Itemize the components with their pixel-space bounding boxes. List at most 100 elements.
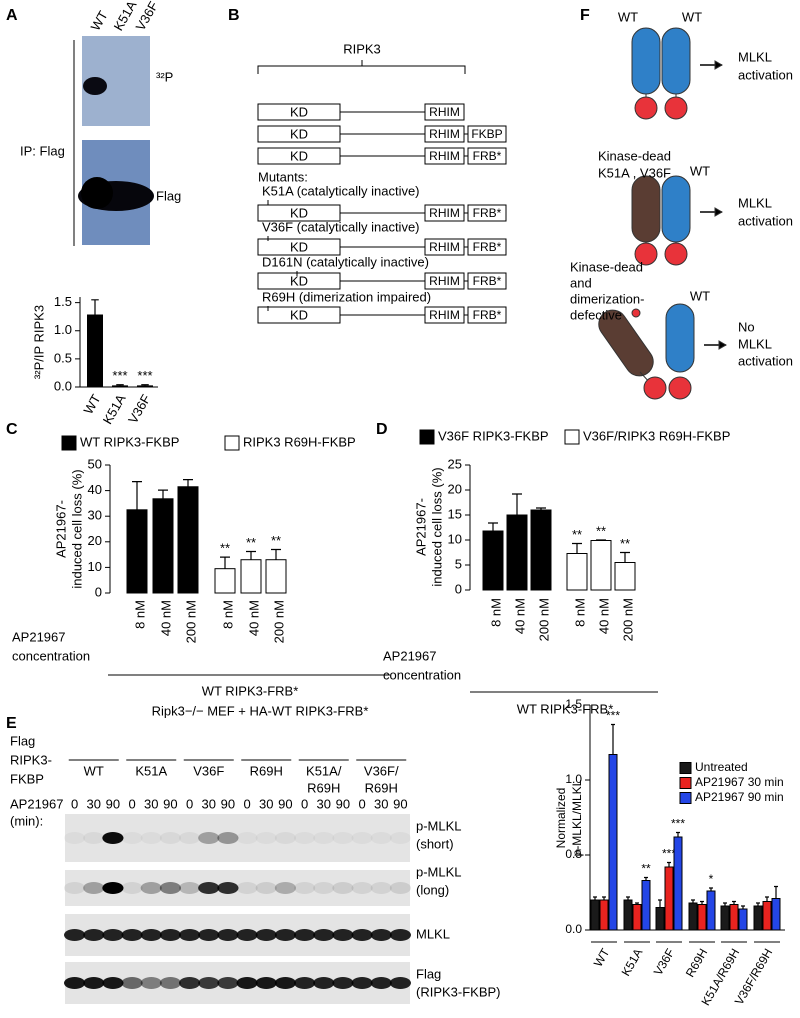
blot-band [198, 977, 220, 989]
blot-band [64, 929, 86, 941]
time-label: 90 [106, 796, 120, 811]
y-tick-label: 0.0 [54, 378, 72, 393]
panel-label: D [376, 421, 388, 438]
blot-band [332, 929, 354, 941]
error-bar [774, 885, 778, 899]
blot-band [313, 929, 335, 941]
y-axis-label: p-MLKL/MLKL [570, 779, 584, 856]
kd-label: KD [290, 126, 308, 141]
time-label: 30 [259, 796, 273, 811]
x-tick-label: K51A [619, 946, 646, 978]
blot-band [313, 832, 335, 844]
bar [729, 904, 739, 931]
x-tick-label: 8 nM [488, 598, 503, 627]
error-bar [691, 899, 695, 903]
ip-label: IP: Flag [20, 143, 65, 158]
row-label: RIPK3- [10, 752, 52, 767]
legend-swatch [61, 435, 77, 451]
y-tick-label: 0.5 [54, 350, 72, 365]
rhim-domain [631, 308, 641, 318]
tag-domain [467, 147, 507, 165]
band-label: p-MLKL [416, 864, 462, 879]
x-axis-label: AP21967 [383, 648, 437, 663]
bar [590, 540, 612, 591]
y-axis-label: AP21967- [413, 498, 428, 556]
blot-band [294, 882, 316, 894]
group-label: V36F/ [364, 763, 399, 778]
blot-band [313, 882, 335, 894]
y-tick-label: 0 [95, 584, 102, 599]
blot-band [198, 882, 220, 894]
y-tick-label: 20 [88, 533, 102, 548]
x-tick-label: 40 nM [512, 598, 527, 634]
blot-band [140, 929, 162, 941]
error-bar [709, 887, 713, 891]
blot-band [102, 832, 124, 844]
legend-label: V36F RIPK3-FKBP [438, 428, 549, 443]
rhim-label: RHIM [429, 308, 460, 322]
outcome-label: MLKL [738, 49, 772, 64]
x-tick-label: 200 nM [536, 598, 551, 641]
bar [655, 907, 665, 931]
outcome-label: MLKL [738, 336, 772, 351]
x-tick-label: 200 nM [271, 600, 286, 643]
significance: ** [220, 541, 230, 556]
bar [688, 902, 698, 931]
time-label: 0 [71, 796, 78, 811]
bar [240, 559, 262, 594]
outcome-label: activation [738, 67, 793, 82]
panel-f-cartoon [598, 27, 728, 400]
time-label: 90 [336, 796, 350, 811]
error-bar [220, 556, 230, 569]
blot-band [102, 882, 124, 894]
error-bar [271, 548, 281, 560]
blot-band [83, 882, 105, 894]
y-tick-label: 1.0 [565, 772, 582, 786]
x-tick-label: 8 nM [572, 598, 587, 627]
tag-label: FRB* [473, 240, 502, 254]
blot-header: Ripk3−/− MEF + HA-WT RIPK3-FRB* [152, 703, 369, 718]
significance: ** [271, 533, 281, 548]
legend-swatch [679, 792, 692, 804]
tag-domain [467, 204, 507, 222]
error-bar [723, 902, 727, 906]
significance: *** [606, 709, 620, 723]
error-bar [596, 539, 606, 541]
bar [506, 514, 528, 591]
tag-label: FRB* [473, 274, 502, 288]
group-label: R69H [365, 780, 398, 795]
group-label: WT RIPK3-FRB* [202, 683, 299, 698]
blot-band [255, 832, 277, 844]
blot-band [159, 832, 182, 844]
mutant-label: K51A (catalytically inactive) [262, 183, 420, 198]
kd-label: KD [290, 273, 308, 288]
x-tick-label: 40 nM [596, 598, 611, 634]
blot-band [217, 977, 239, 989]
blot-band [370, 977, 392, 989]
blot-band [351, 977, 373, 989]
y-axis-label: ³²P/IP RIPK3 [31, 305, 46, 379]
blot-band [332, 977, 354, 989]
tag-label: FRB* [473, 308, 502, 322]
blot-band [179, 929, 201, 941]
y-tick-label: 30 [88, 508, 102, 523]
bar [590, 899, 600, 931]
time-label: 90 [163, 796, 177, 811]
state-label: WT [618, 9, 638, 24]
bar [126, 509, 148, 594]
rhim-label: RHIM [429, 149, 460, 163]
x-axis-label: AP21967 [12, 629, 66, 644]
blot-band [83, 977, 105, 989]
error-bar [512, 493, 522, 515]
blot-band [81, 177, 113, 209]
wt-monomer [661, 175, 691, 243]
blot-band [179, 832, 201, 844]
kd-label: KD [290, 148, 308, 163]
y-tick-label: 0 [455, 581, 462, 596]
error-bar [116, 384, 124, 386]
error-bar [572, 542, 582, 554]
error-bar [732, 900, 736, 905]
rhim-domain [424, 103, 465, 121]
